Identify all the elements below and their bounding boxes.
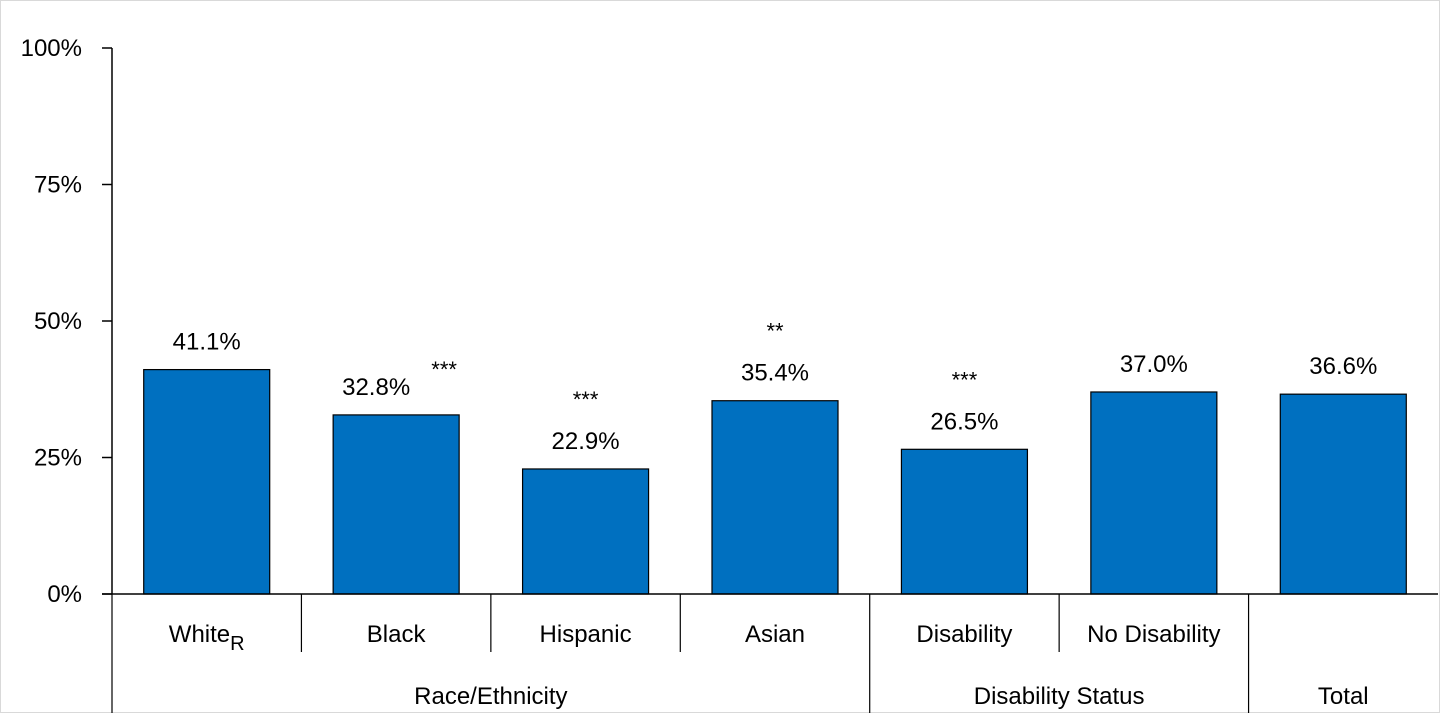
significance-marker: ** — [766, 319, 784, 344]
y-tick-label: 50% — [34, 308, 82, 335]
y-tick-label: 0% — [47, 581, 82, 608]
x-axis: WhiteR Black Hispanic Asian Disability No Dis… — [102, 593, 1438, 713]
data-label: 26.5% — [930, 408, 998, 435]
bar — [1090, 391, 1218, 595]
bar — [521, 468, 650, 595]
group-label: Race/Ethnicity — [414, 683, 567, 710]
data-label: 22.9% — [552, 428, 620, 455]
data-label: 35.4% — [741, 360, 809, 387]
bar — [711, 400, 839, 595]
bar — [1279, 393, 1407, 595]
x-tick-label: Hispanic — [540, 621, 632, 648]
data-label: 37.0% — [1120, 351, 1188, 378]
significance-marker: *** — [573, 387, 599, 412]
y-tick-label: 100% — [21, 35, 82, 62]
y-tick-label: 75% — [34, 172, 82, 199]
bar — [900, 448, 1029, 595]
data-label: 41.1% — [173, 329, 241, 356]
x-tick-label: Disability — [916, 621, 1012, 648]
significance-marker: *** — [431, 357, 457, 382]
group-label: Total — [1318, 683, 1369, 710]
significance-marker: *** — [952, 367, 978, 392]
bars: 41.1% 32.8% *** 22.9% *** 35.4% ** 26.5% *** 37.0… — [143, 319, 1407, 595]
bar — [143, 368, 271, 595]
group-label: Disability Status — [974, 683, 1145, 710]
data-label: 36.6% — [1309, 353, 1377, 380]
y-axis: 0% 25% 50% 75% 100% — [21, 35, 113, 608]
x-tick-label: WhiteR — [169, 621, 245, 655]
bar — [332, 414, 460, 595]
x-tick-label: Asian — [745, 621, 805, 648]
y-tick-label: 25% — [34, 445, 82, 472]
x-tick-label: No Disability — [1087, 621, 1220, 648]
x-tick-label: Black — [367, 621, 427, 648]
data-label: 32.8% — [342, 374, 410, 401]
